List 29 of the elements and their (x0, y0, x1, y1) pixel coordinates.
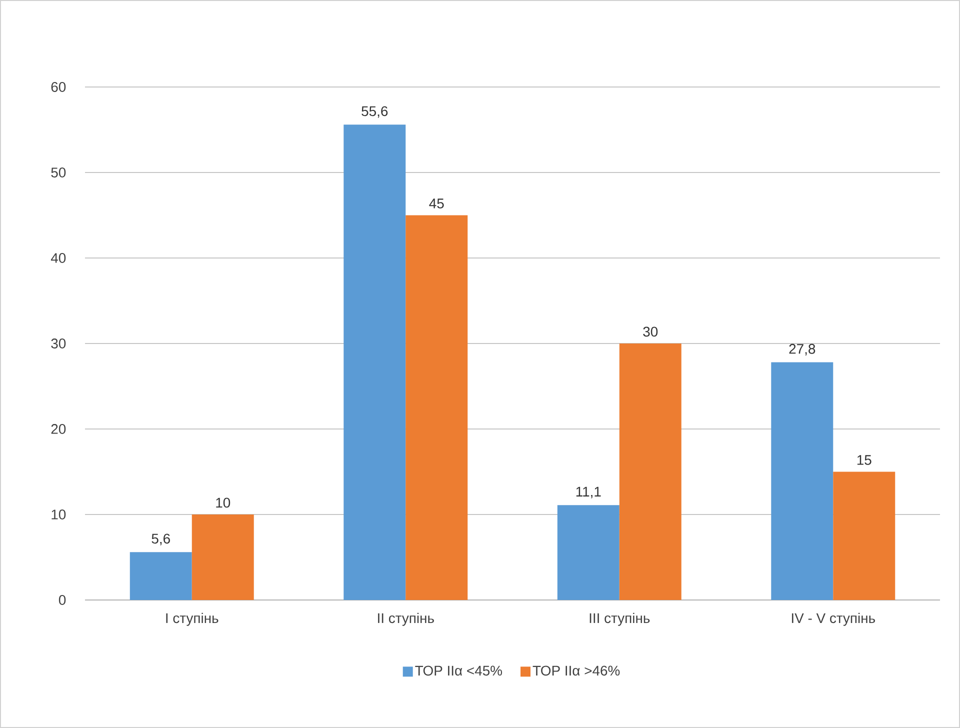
bar (557, 505, 620, 600)
data-label: 55,6 (362, 106, 388, 118)
bar (833, 472, 896, 600)
data-label: 30 (643, 326, 658, 337)
y-tick-label: 20 (51, 424, 66, 434)
y-tick-label: 10 (52, 510, 66, 520)
data-label: 45 (429, 198, 444, 208)
data-label: 27,8 (789, 344, 816, 356)
bar (344, 124, 406, 600)
data-label: 11,1 (576, 486, 601, 498)
legend-label: ТОР IIα >46% (532, 666, 620, 676)
y-tick-label: 40 (50, 253, 66, 263)
data-label: 15 (857, 455, 872, 465)
bar (619, 344, 682, 600)
y-tick-label: 30 (51, 338, 66, 348)
bar (130, 552, 192, 600)
y-tick-label: 50 (51, 168, 66, 178)
x-tick-label: ІІІ ступінь (590, 612, 650, 626)
x-tick-label: ІІ ступінь (378, 612, 434, 626)
data-label: 10 (216, 498, 230, 508)
x-tick-label: І ступінь (166, 612, 218, 626)
legend-label: ТОР IIα <45% (415, 666, 502, 676)
bar (406, 215, 468, 600)
y-tick-label: 60 (51, 82, 66, 92)
y-tick-label: 0 (58, 595, 66, 605)
data-label: 5,6 (152, 534, 170, 546)
bar (771, 362, 834, 600)
x-tick-label: IV - V ступінь (792, 612, 875, 626)
bar (192, 514, 254, 600)
